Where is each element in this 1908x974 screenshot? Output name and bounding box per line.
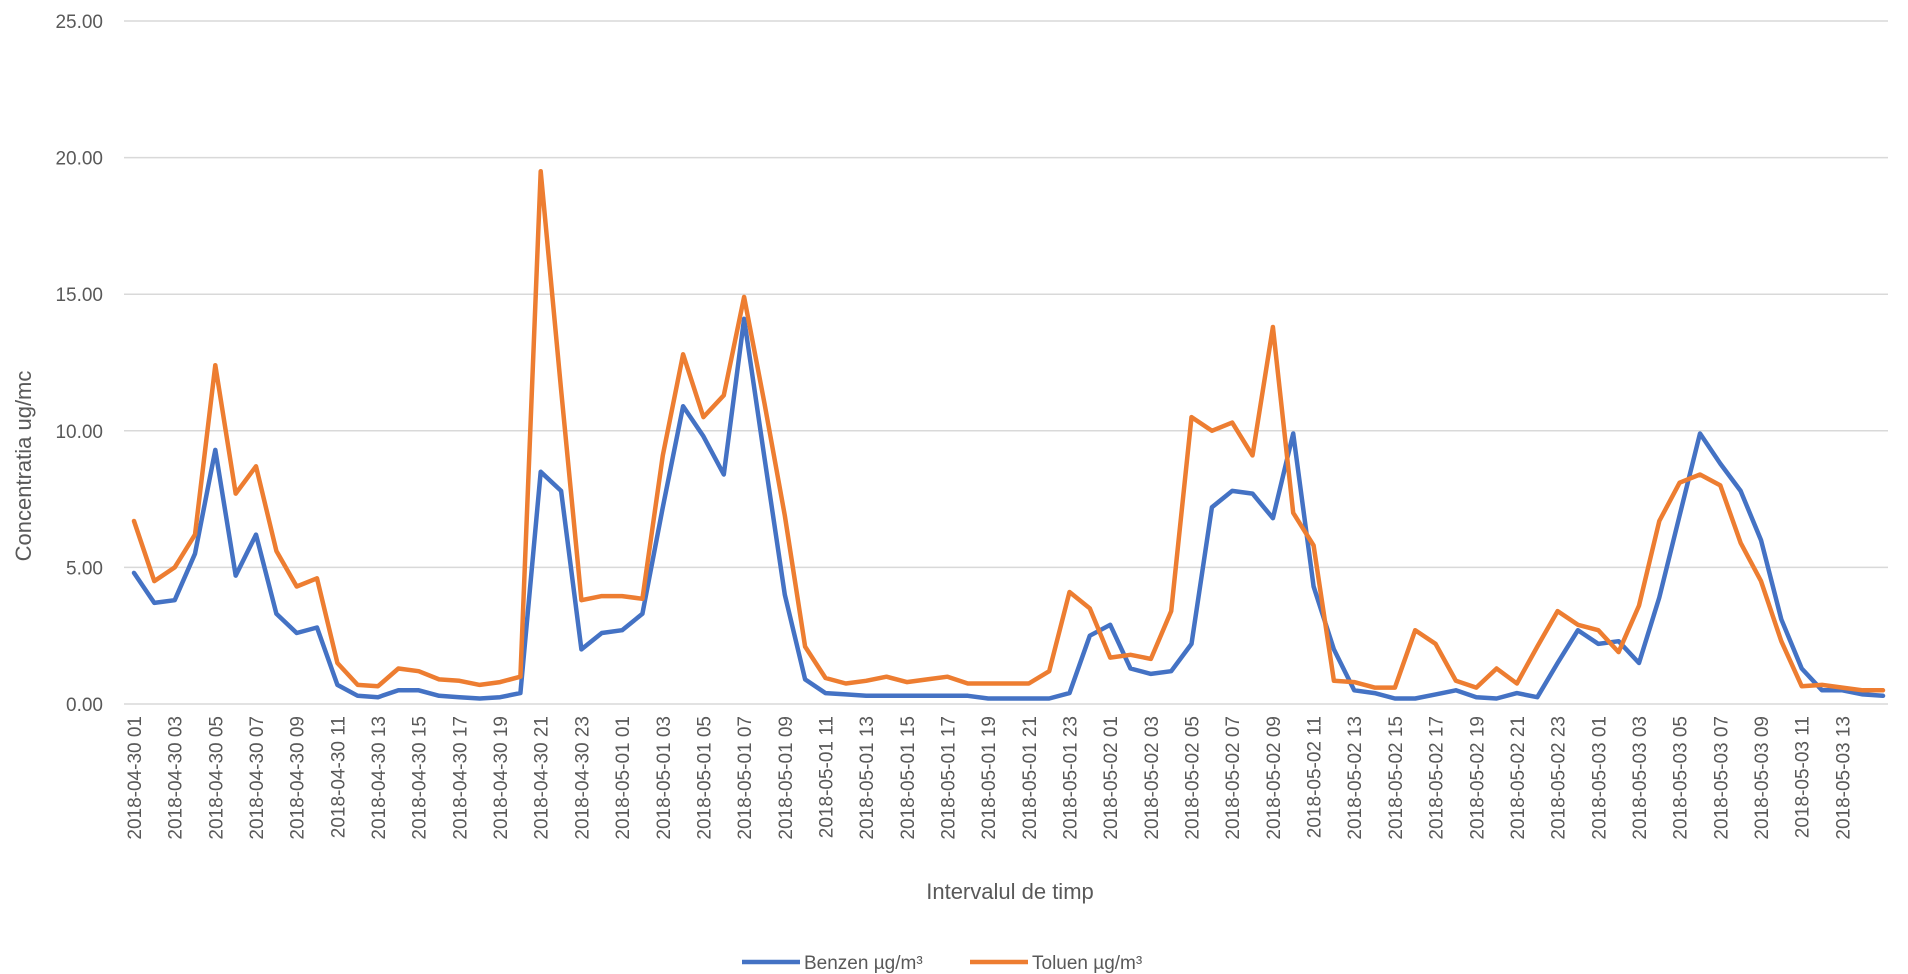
x-tick-label: 2018-05-03 01	[1589, 716, 1610, 840]
series-line-benzen	[131, 316, 1886, 701]
x-tick-label: 2018-05-01 21	[1020, 716, 1041, 840]
x-tick-label: 2018-04-30 01	[125, 716, 146, 840]
x-axis-tick-labels: 2018-04-30 01 2018-04-30 03 2018-04-30 05 2…	[125, 716, 1854, 840]
legend-label: Toluen µg/m³	[1032, 953, 1142, 974]
x-tick-label: 2018-05-01 23	[1061, 716, 1082, 840]
x-tick-label: 2018-05-03 03	[1630, 716, 1651, 840]
y-tick-label: 15.00	[55, 285, 103, 306]
series-lines	[131, 169, 1886, 701]
x-tick-label: 2018-05-02 13	[1345, 716, 1366, 840]
x-tick-label: 2018-05-01 07	[735, 716, 756, 840]
x-tick-label: 2018-05-02 05	[1183, 716, 1204, 840]
x-tick-label: 2018-05-01 03	[654, 716, 675, 840]
x-tick-label: 2018-05-01 17	[938, 716, 959, 840]
x-tick-label: 2018-05-01 11	[816, 716, 837, 838]
x-tick-label: 2018-05-02 19	[1467, 716, 1488, 840]
x-tick-label: 2018-04-30 11	[328, 716, 349, 838]
x-tick-label: 2018-04-30 05	[206, 716, 227, 840]
x-tick-label: 2018-05-02 15	[1386, 716, 1407, 840]
x-axis-title: Intervalul de timp	[926, 879, 1094, 904]
gridlines	[124, 20, 1888, 705]
x-tick-label: 2018-05-02 09	[1264, 716, 1285, 840]
x-tick-label: 2018-05-03 13	[1833, 716, 1854, 840]
x-tick-label: 2018-05-01 15	[898, 716, 919, 840]
x-tick-label: 2018-05-03 09	[1752, 716, 1773, 840]
x-tick-label: 2018-05-02 17	[1427, 716, 1448, 840]
x-tick-label: 2018-05-01 09	[776, 716, 797, 840]
y-tick-label: 5.00	[66, 558, 103, 579]
series-line-toluen	[131, 169, 1886, 693]
x-tick-label: 2018-04-30 03	[166, 716, 187, 840]
x-tick-label: 2018-05-02 07	[1223, 716, 1244, 840]
x-tick-label: 2018-04-30 15	[410, 716, 431, 840]
x-tick-label: 2018-05-01 01	[613, 716, 634, 840]
x-tick-label: 2018-05-03 05	[1671, 716, 1692, 840]
x-tick-label: 2018-05-02 01	[1101, 716, 1122, 840]
legend-label: Benzen µg/m³	[804, 953, 923, 974]
y-axis-tick-labels: 0.00 5.00 10.00 15.00 20.00 25.00	[55, 12, 103, 716]
x-tick-label: 2018-04-30 23	[572, 716, 593, 840]
x-tick-label: 2018-05-01 13	[857, 716, 878, 840]
x-tick-label: 2018-04-30 13	[369, 716, 390, 840]
x-tick-label: 2018-05-02 21	[1508, 716, 1529, 840]
x-tick-label: 2018-05-01 05	[694, 716, 715, 840]
x-tick-label: 2018-05-02 23	[1549, 716, 1570, 840]
x-tick-label: 2018-04-30 21	[532, 716, 553, 840]
y-tick-label: 20.00	[55, 149, 103, 170]
x-tick-label: 2018-05-03 07	[1711, 716, 1732, 840]
x-tick-label: 2018-05-01 19	[979, 716, 1000, 840]
legend: Benzen µg/m³ Toluen µg/m³	[742, 953, 1142, 974]
y-tick-label: 25.00	[55, 12, 103, 33]
x-tick-label: 2018-05-03 11	[1793, 716, 1814, 838]
y-axis-title: Concentratia ug/mc	[11, 371, 36, 562]
x-tick-label: 2018-05-02 03	[1142, 716, 1163, 840]
y-tick-label: 10.00	[55, 422, 103, 443]
x-tick-label: 2018-04-30 17	[450, 716, 471, 840]
x-tick-label: 2018-05-02 11	[1305, 716, 1326, 838]
y-tick-label: 0.00	[66, 695, 103, 716]
x-tick-label: 2018-04-30 09	[288, 716, 309, 840]
x-tick-label: 2018-04-30 19	[491, 716, 512, 840]
x-tick-label: 2018-04-30 07	[247, 716, 268, 840]
